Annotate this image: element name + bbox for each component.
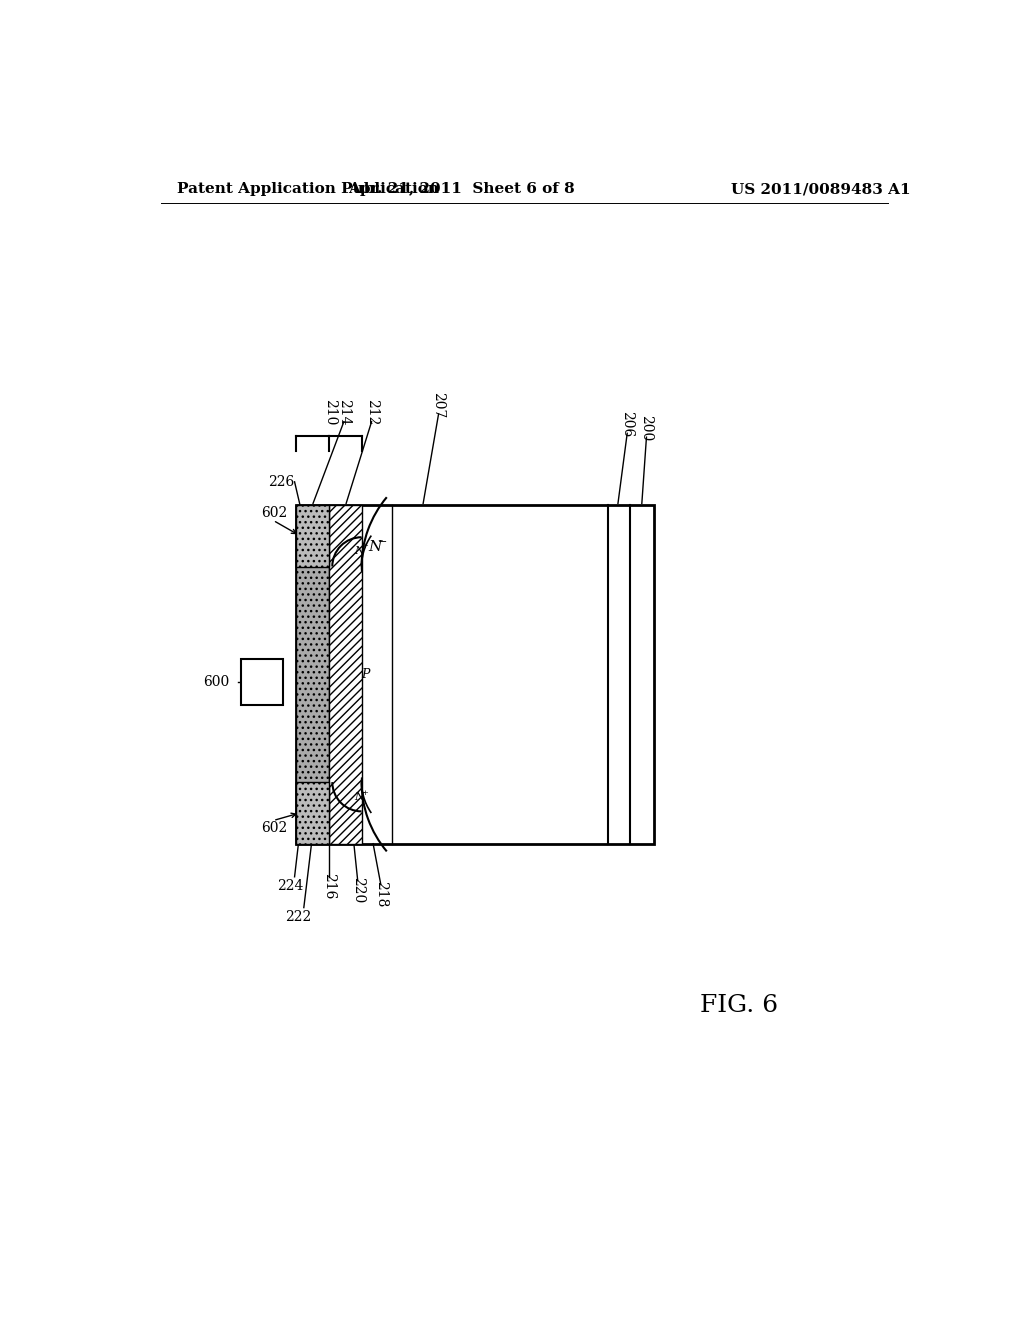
- Text: 210: 210: [324, 400, 337, 425]
- Text: 216: 216: [323, 873, 336, 899]
- Text: Apr. 21, 2011  Sheet 6 of 8: Apr. 21, 2011 Sheet 6 of 8: [348, 182, 575, 197]
- Text: 207: 207: [431, 392, 445, 418]
- Text: N: N: [354, 546, 365, 556]
- Text: 214: 214: [337, 399, 351, 426]
- Text: +: +: [361, 789, 368, 797]
- Bar: [296, 781, 330, 843]
- Text: +: +: [361, 543, 368, 550]
- Text: 602: 602: [261, 821, 288, 836]
- Text: 226: 226: [268, 475, 295, 488]
- Text: 206: 206: [621, 411, 634, 437]
- Text: 200: 200: [639, 414, 653, 441]
- Bar: [330, 506, 361, 843]
- Text: FIG. 6: FIG. 6: [699, 994, 778, 1016]
- Text: N: N: [369, 540, 382, 554]
- Text: 218: 218: [374, 880, 388, 907]
- Text: 602: 602: [261, 506, 288, 520]
- Text: 600: 600: [203, 675, 229, 689]
- Text: N: N: [354, 792, 365, 803]
- Text: 224: 224: [278, 879, 304, 894]
- Text: Patent Application Publication: Patent Application Publication: [177, 182, 438, 197]
- Bar: [241, 659, 283, 705]
- Text: 222: 222: [286, 909, 311, 924]
- Bar: [296, 506, 654, 843]
- Text: US 2011/0089483 A1: US 2011/0089483 A1: [731, 182, 910, 197]
- Text: 212: 212: [365, 400, 379, 425]
- Bar: [296, 506, 330, 843]
- Text: 220: 220: [350, 876, 365, 903]
- Text: −: −: [378, 537, 387, 546]
- Bar: [296, 504, 330, 566]
- Text: P: P: [361, 668, 370, 681]
